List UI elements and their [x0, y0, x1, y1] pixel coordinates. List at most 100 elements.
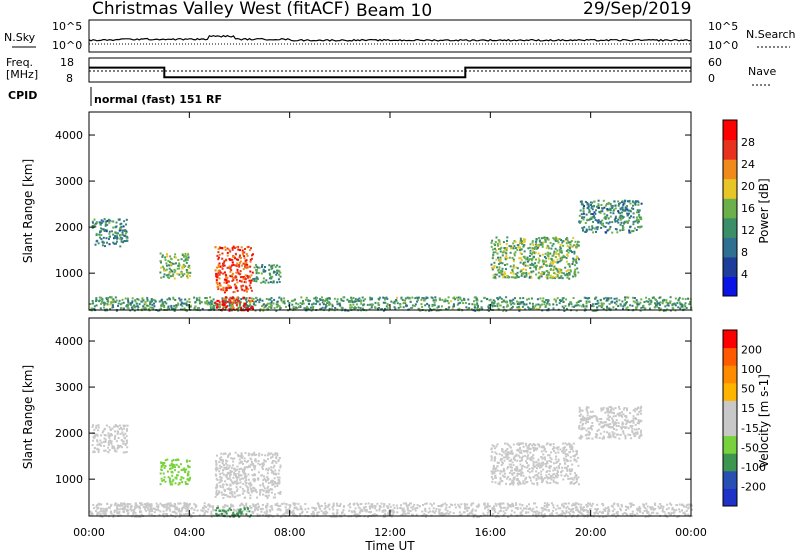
echo-cell — [145, 302, 148, 305]
echo-cell — [219, 473, 222, 475]
echo-cell — [133, 508, 136, 511]
echo-cell — [222, 303, 225, 306]
echo-cell — [632, 220, 635, 223]
echo-cell — [515, 453, 518, 456]
echo-cell — [569, 445, 572, 448]
echo-cell — [139, 515, 142, 518]
echo-cell — [239, 260, 242, 263]
echo-cell — [590, 228, 593, 231]
echo-cell — [635, 299, 638, 302]
echo-cell — [603, 425, 606, 428]
echo-cell — [522, 245, 525, 248]
echo-cell — [504, 264, 506, 266]
echo-cell — [269, 510, 272, 513]
echo-cell — [519, 270, 522, 273]
echo-cell — [247, 245, 250, 248]
echo-cell — [243, 467, 246, 470]
echo-cell — [541, 299, 544, 302]
echo-cell — [606, 305, 608, 308]
echo-cell — [519, 252, 522, 255]
echo-cell — [248, 300, 251, 303]
echo-cell — [253, 468, 256, 471]
echo-cell — [222, 272, 225, 275]
echo-cell — [95, 424, 98, 427]
echo-cell — [236, 468, 239, 471]
echo-cell — [353, 307, 356, 310]
echo-cell — [392, 509, 395, 512]
echo-cell — [225, 483, 228, 486]
echo-cell — [410, 502, 412, 505]
echo-cell — [602, 504, 605, 507]
echo-cell — [276, 300, 279, 303]
echo-cell — [575, 478, 578, 481]
echo-cell — [612, 415, 615, 418]
echo-cell — [549, 261, 552, 264]
echo-cell — [302, 300, 304, 303]
echo-cell — [171, 474, 174, 477]
echo-cell — [632, 230, 635, 233]
echo-cell — [636, 408, 638, 411]
echo-cell — [230, 492, 233, 495]
echo-cell — [588, 297, 591, 299]
echo-cell — [548, 252, 550, 255]
noise-tick-top-right: 10^5 — [708, 20, 738, 33]
echo-cell — [630, 230, 633, 233]
echo-cell — [268, 305, 271, 308]
echo-cell — [494, 300, 496, 303]
echo-cell — [532, 467, 535, 470]
echo-cell — [219, 485, 222, 488]
echo-cell — [233, 290, 236, 293]
echo-cell — [584, 307, 587, 310]
echo-cell — [598, 423, 601, 426]
echo-cell — [633, 513, 636, 516]
echo-cell — [629, 434, 632, 436]
echo-cell — [535, 248, 538, 250]
echo-cell — [495, 445, 498, 448]
echo-cell — [228, 477, 231, 480]
echo-cell — [96, 443, 99, 446]
echo-cell — [501, 461, 503, 464]
echo-cell — [217, 256, 220, 259]
echo-cell — [110, 510, 112, 513]
echo-cell — [572, 450, 575, 453]
echo-cell — [302, 302, 305, 305]
echo-cell — [578, 427, 581, 430]
echo-cell — [142, 307, 145, 310]
echo-cell — [515, 478, 518, 481]
echo-cell — [516, 271, 519, 274]
echo-cell — [387, 513, 390, 516]
echo-cell — [437, 505, 440, 507]
echo-cell — [215, 273, 218, 276]
echo-cell — [607, 201, 610, 204]
echo-cell — [215, 486, 217, 489]
echo-cell — [238, 474, 240, 477]
echo-cell — [545, 474, 548, 477]
echo-cell — [177, 471, 180, 474]
echo-cell — [573, 306, 576, 308]
echo-cell — [164, 459, 167, 462]
echo-cell — [162, 462, 165, 464]
echo-cell — [95, 232, 98, 235]
echo-cell — [570, 240, 573, 242]
echo-cell — [248, 304, 251, 307]
echo-cell — [355, 303, 358, 306]
echo-cell — [540, 462, 543, 465]
echo-cell — [502, 249, 505, 252]
echo-cell — [586, 297, 589, 300]
echo-cell — [179, 502, 182, 505]
echo-cell — [434, 296, 437, 299]
echo-cell — [639, 309, 642, 312]
echo-cell — [294, 502, 297, 505]
echo-cell — [120, 225, 123, 228]
echo-cell — [350, 510, 353, 513]
echo-cell — [550, 264, 553, 267]
echo-cell — [384, 298, 386, 301]
echo-cell — [574, 475, 577, 478]
echo-cell — [165, 268, 168, 271]
echo-cell — [97, 448, 100, 451]
echo-cell — [590, 205, 593, 208]
echo-cell — [523, 240, 526, 243]
echo-cell — [546, 300, 549, 303]
echo-cell — [635, 418, 638, 420]
echo-cell — [504, 273, 507, 275]
